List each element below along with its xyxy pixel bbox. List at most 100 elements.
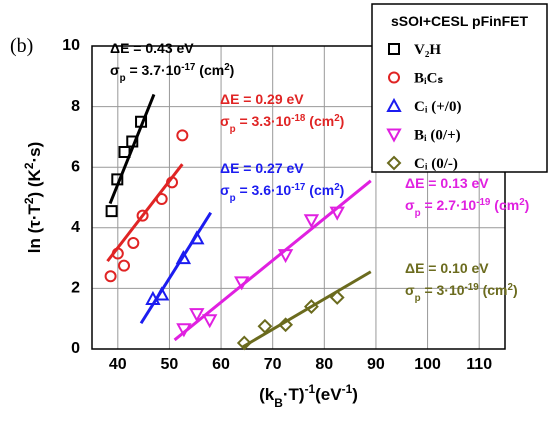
annotation-part: 2 <box>224 62 230 73</box>
fit-line <box>108 93 156 205</box>
y-axis-label: ln (τ·T2) (K2·s) <box>22 142 44 253</box>
legend-title: sSOI+CESL pFinFET <box>391 13 528 29</box>
x-axis-label: (kB·T)-1(eV-1) <box>259 382 358 410</box>
annotation-part: -18 <box>291 113 306 124</box>
marker <box>189 308 205 323</box>
x-axis-label-part: (eV <box>315 385 342 404</box>
y-axis-label-part: 2 <box>22 162 36 169</box>
annotation-part: (cm <box>305 113 334 129</box>
annotation-part: 2 <box>508 282 514 293</box>
annotation-part: = 2.7·10 <box>421 197 477 213</box>
y-axis-label-part: ) (K <box>25 168 44 197</box>
marker <box>166 176 179 189</box>
marker <box>257 318 273 334</box>
annotation-part: 2 <box>334 182 340 193</box>
marker <box>104 270 117 283</box>
marker <box>277 249 294 264</box>
x-tick-label: 90 <box>367 356 385 373</box>
legend-label: Bᵢ (0/+) <box>414 128 461 144</box>
marker <box>176 323 192 338</box>
annotation-part: ΔE = 0.27 eV <box>220 160 304 176</box>
annotation-part: ΔE = 0.10 eV <box>405 260 489 276</box>
annotation-part: ) <box>340 113 345 129</box>
annotation-part: p <box>415 208 421 219</box>
annotation-part: = 3.3·10 <box>236 113 292 129</box>
panel-label: (b) <box>10 35 33 57</box>
marker <box>303 214 320 229</box>
legend-marker <box>386 97 402 112</box>
legend-label: Cᵢ (+/0) <box>414 99 461 115</box>
legend-label: BᵢCₛ <box>414 71 443 87</box>
annotation-part: ΔE = 0.29 eV <box>220 91 304 107</box>
x-tick-label: 50 <box>161 356 179 373</box>
marker <box>118 259 131 272</box>
annotation-part: -17 <box>181 62 196 73</box>
annotation-part: -19 <box>476 197 491 208</box>
annotation-part: ΔE = 0.43 eV <box>110 40 194 56</box>
legend-marker <box>386 155 402 171</box>
annotation-part: -17 <box>291 182 306 193</box>
annotation-part: σ <box>110 62 120 78</box>
legend-label: V₂H <box>414 42 441 58</box>
marker <box>136 209 149 222</box>
annotation-part: (cm <box>490 197 519 213</box>
x-axis-label-part: (k <box>259 385 275 404</box>
y-axis-label-part: 2 <box>22 197 36 204</box>
annotation-part: (cm <box>195 62 224 78</box>
annotation-part: σ <box>405 197 415 213</box>
marker <box>154 286 170 301</box>
annotation-part: σ <box>405 282 415 298</box>
annotation-part: -19 <box>465 282 480 293</box>
marker <box>202 314 218 329</box>
annotation-part: ) <box>340 182 345 198</box>
legend-box <box>371 3 548 173</box>
marker <box>105 205 118 218</box>
annotation-part: σ <box>220 182 230 198</box>
legend-marker <box>388 71 400 84</box>
marker <box>236 335 252 351</box>
annotation-part: ) <box>525 197 530 213</box>
marker <box>135 115 148 128</box>
y-tick-label: 2 <box>71 280 80 297</box>
marker <box>126 135 139 148</box>
annotation-part: (cm <box>305 182 334 198</box>
annotation-part: = 3.6·10 <box>236 182 292 198</box>
y-tick-label: 8 <box>71 98 80 115</box>
legend-label: Cᵢ (0/-) <box>414 156 458 172</box>
x-axis-label-part: B <box>274 396 283 410</box>
annotation: ΔE = 0.10 eV <box>405 260 489 276</box>
annotation: ΔE = 0.43 eV <box>110 40 194 56</box>
marker <box>303 299 319 314</box>
x-tick-label: 70 <box>264 356 282 373</box>
y-tick-label: 10 <box>62 37 80 54</box>
annotation-part: 2 <box>334 113 340 124</box>
annotation-part: p <box>230 193 236 204</box>
fit-line <box>240 270 372 349</box>
annotation: σp = 3·10-19 (cm2) <box>405 282 518 304</box>
marker <box>189 230 205 245</box>
annotation-part: ) <box>513 282 518 298</box>
annotation: σp = 2.7·10-19 (cm2) <box>405 197 529 219</box>
annotation-part: p <box>120 73 126 84</box>
marker <box>127 236 140 249</box>
annotation: ΔE = 0.13 eV <box>405 175 489 191</box>
plot-frame <box>91 45 506 350</box>
marker <box>329 290 345 305</box>
marker <box>118 146 131 159</box>
x-axis-label-part: ) <box>352 385 358 404</box>
x-axis-label-part: -1 <box>305 382 316 396</box>
y-axis-label-part: ·s) <box>25 142 44 163</box>
annotation-part: p <box>415 293 421 304</box>
marker <box>175 250 192 265</box>
annotation: ΔE = 0.27 eV <box>220 160 304 176</box>
x-tick-label: 110 <box>466 356 492 373</box>
marker <box>176 129 189 142</box>
annotation-part: 2 <box>519 197 525 208</box>
marker <box>155 193 168 206</box>
annotation: σp = 3.6·10-17 (cm2) <box>220 182 344 204</box>
annotation-part: σ <box>220 113 230 129</box>
annotation-part: = 3·10 <box>421 282 465 298</box>
y-tick-label: 4 <box>71 219 80 236</box>
annotation: σp = 3.7·10-17 (cm2) <box>110 62 234 84</box>
marker <box>111 247 124 260</box>
